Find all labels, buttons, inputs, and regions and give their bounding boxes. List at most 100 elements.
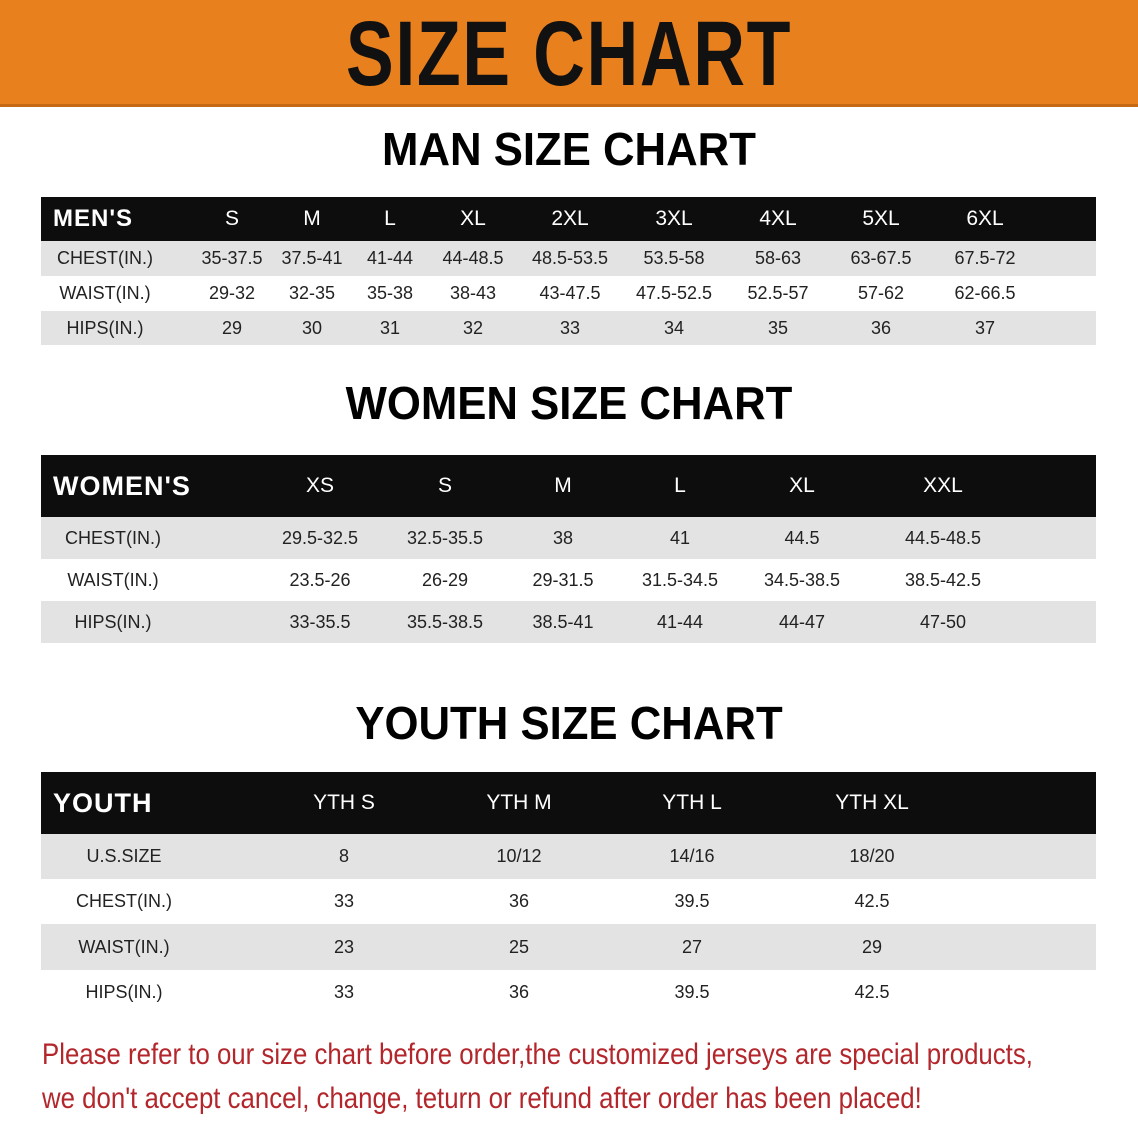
measurement-value: 34.5-38.5 xyxy=(763,569,841,590)
measurement-value: 33 xyxy=(333,982,355,1002)
table-row: CHEST(IN.) 35-37.5 37.5-41 41-44 44-48.5 48.5… xyxy=(41,241,1096,276)
measurement-value: 42.5 xyxy=(854,891,890,911)
size-header: L xyxy=(674,474,686,497)
women-header-label: WOMEN'S xyxy=(53,470,191,501)
measurement-label: CHEST(IN.) xyxy=(57,248,153,268)
size-header: XXL xyxy=(923,474,963,497)
size-header: M xyxy=(303,207,321,230)
measurement-value: 37.5-41 xyxy=(281,248,343,268)
size-header: XL xyxy=(460,207,486,230)
measurement-value: 23.5-26 xyxy=(289,569,351,590)
measurement-value: 43-47.5 xyxy=(539,283,601,303)
measurement-value: 38.5-42.5 xyxy=(904,569,982,590)
measurement-value: 39.5 xyxy=(674,982,710,1002)
size-header: M xyxy=(554,474,572,497)
youth-header-row: YOUTH YTH S YTH M YTH L YTH XL xyxy=(41,772,1096,834)
table-row: HIPS(IN.) 29 30 31 32 33 34 35 36 37 xyxy=(41,311,1096,345)
measurement-value: 25 xyxy=(508,936,530,957)
measurement-label: CHEST(IN.) xyxy=(76,891,172,911)
youth-header-label: YOUTH xyxy=(53,787,153,818)
measurement-value: 53.5-58 xyxy=(643,248,705,268)
women-section-title: WOMEN SIZE CHART xyxy=(345,377,793,429)
size-header: YTH L xyxy=(662,791,722,814)
measurement-value: 36 xyxy=(870,317,892,338)
measurement-value: 31 xyxy=(379,317,401,338)
size-header: 5XL xyxy=(862,207,900,230)
measurement-value: 37 xyxy=(974,317,996,338)
measurement-label: U.S.SIZE xyxy=(86,846,162,866)
men-section-title: MAN SIZE CHART xyxy=(382,123,756,175)
table-row: HIPS(IN.) 33 36 39.5 42.5 xyxy=(41,970,1096,1015)
size-header: 2XL xyxy=(551,207,589,230)
measurement-value: 48.5-53.5 xyxy=(531,248,609,268)
measurement-value: 38.5-41 xyxy=(532,611,594,632)
measurement-value: 35 xyxy=(767,317,789,338)
measurement-value: 33 xyxy=(559,317,581,338)
table-row: HIPS(IN.) 33-35.5 35.5-38.5 38.5-41 41-44 44-… xyxy=(41,601,1096,643)
measurement-value: 47.5-52.5 xyxy=(635,283,713,303)
measurement-value: 38-43 xyxy=(449,283,497,303)
measurement-value: 29 xyxy=(221,317,243,338)
measurement-value: 42.5 xyxy=(854,982,890,1002)
measurement-value: 44-47 xyxy=(778,611,826,632)
measurement-value: 58-63 xyxy=(754,248,802,268)
measurement-label: HIPS(IN.) xyxy=(66,317,144,338)
size-header: XS xyxy=(305,474,335,497)
table-row: CHEST(IN.) 33 36 39.5 42.5 xyxy=(41,879,1096,924)
size-header: 6XL xyxy=(966,207,1004,230)
table-row: WAIST(IN.) 23 25 27 29 xyxy=(41,924,1096,970)
measurement-value: 35-37.5 xyxy=(201,248,263,268)
measurement-value: 33-35.5 xyxy=(289,611,351,632)
measurement-value: 18/20 xyxy=(849,846,895,866)
women-header-row: WOMEN'S XS S M L XL XXL xyxy=(41,455,1096,517)
size-header: 3XL xyxy=(655,207,693,230)
measurement-value: 33 xyxy=(333,891,355,911)
measurement-value: 44-48.5 xyxy=(442,248,504,268)
footer-notice-line-2: we don't accept cancel, change, teturn o… xyxy=(42,1082,922,1115)
measurement-value: 67.5-72 xyxy=(954,248,1016,268)
table-row: U.S.SIZE 8 10/12 14/16 18/20 xyxy=(41,834,1096,879)
measurement-label: WAIST(IN.) xyxy=(78,936,170,957)
measurement-value: 44.5 xyxy=(784,527,820,548)
size-header: L xyxy=(384,207,396,230)
measurement-value: 57-62 xyxy=(857,283,905,303)
measurement-label: CHEST(IN.) xyxy=(65,527,161,548)
measurement-value: 35.5-38.5 xyxy=(406,611,484,632)
size-header: 4XL xyxy=(759,207,797,230)
table-row: WAIST(IN.) 23.5-26 26-29 29-31.5 31.5-34.5 34… xyxy=(41,559,1096,601)
measurement-value: 63-67.5 xyxy=(850,248,912,268)
measurement-value: 52.5-57 xyxy=(747,283,809,303)
measurement-value: 47-50 xyxy=(919,611,967,632)
men-header-label: MEN'S xyxy=(53,205,134,232)
measurement-value: 29-32 xyxy=(208,283,256,303)
measurement-value: 26-29 xyxy=(421,569,469,590)
banner-title: SIZE CHART xyxy=(345,3,793,105)
measurement-label: WAIST(IN.) xyxy=(67,569,159,590)
measurement-value: 62-66.5 xyxy=(954,283,1016,303)
measurement-label: HIPS(IN.) xyxy=(85,982,163,1002)
measurement-value: 10/12 xyxy=(496,846,542,866)
table-row: CHEST(IN.) 29.5-32.5 32.5-35.5 38 41 44.5 44.5… xyxy=(41,517,1096,559)
measurement-value: 27 xyxy=(681,936,703,957)
size-chart-banner: SIZE CHART xyxy=(0,0,1138,107)
size-header: S xyxy=(437,474,453,497)
measurement-value: 41 xyxy=(669,527,691,548)
measurement-value: 29.5-32.5 xyxy=(281,527,359,548)
measurement-value: 30 xyxy=(301,317,323,338)
measurement-value: 32-35 xyxy=(288,283,336,303)
measurement-value: 39.5 xyxy=(674,891,710,911)
table-row: WAIST(IN.) 29-32 32-35 35-38 38-43 43-47.5 47.… xyxy=(41,276,1096,311)
size-header: YTH XL xyxy=(835,791,909,814)
measurement-value: 31.5-34.5 xyxy=(641,569,719,590)
measurement-value: 8 xyxy=(338,846,350,866)
measurement-label: WAIST(IN.) xyxy=(59,283,151,303)
measurement-value: 29 xyxy=(861,936,883,957)
men-header-row: MEN'S S M L XL 2XL 3XL 4XL 5XL 6XL xyxy=(41,197,1096,241)
measurement-value: 35-38 xyxy=(366,283,414,303)
measurement-value: 29-31.5 xyxy=(532,569,594,590)
measurement-value: 38 xyxy=(552,527,574,548)
measurement-value: 36 xyxy=(508,891,530,911)
measurement-label: HIPS(IN.) xyxy=(74,611,152,632)
measurement-value: 34 xyxy=(663,317,685,338)
measurement-value: 41-44 xyxy=(656,611,704,632)
